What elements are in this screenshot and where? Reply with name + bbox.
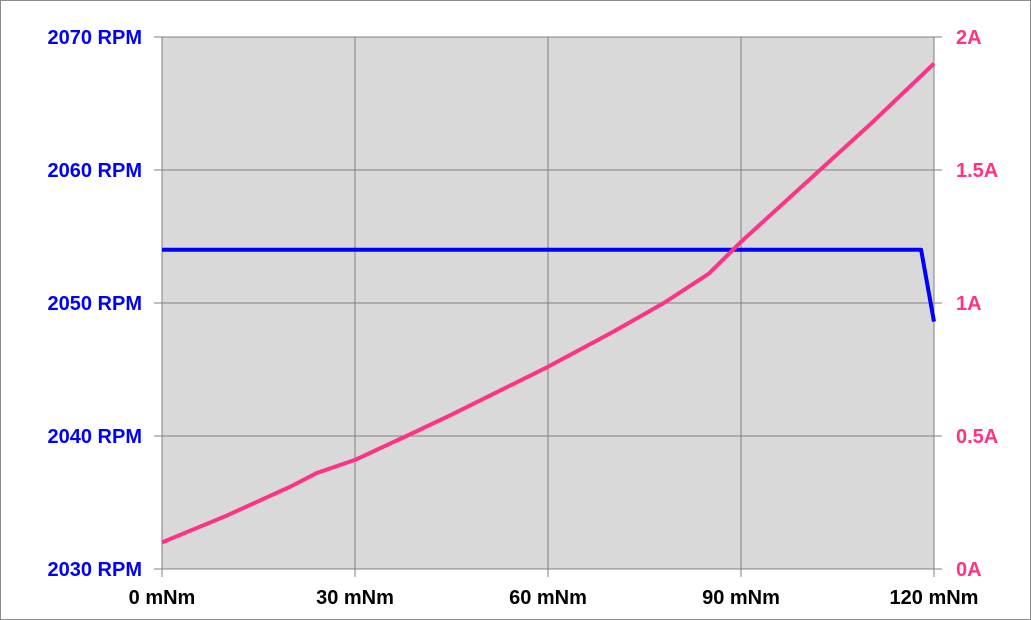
speed-series-line [162, 247, 936, 322]
y-tick-label: 2070 RPM [48, 27, 143, 49]
x-tick-label: 0 mNm [129, 587, 196, 609]
y2-tick-label: 2A [956, 27, 982, 49]
y-tick-label: 2060 RPM [48, 160, 143, 182]
y2-tick-label: 1A [956, 293, 982, 315]
x-tick-label: 30 mNm [316, 587, 394, 609]
x-tick-label: 60 mNm [509, 587, 587, 609]
y2-tick-label: 0A [956, 559, 982, 581]
x-tick-label: 90 mNm [702, 587, 780, 609]
current-series-line [161, 62, 936, 545]
y-tick-label: 2030 RPM [48, 559, 143, 581]
y-tick-label: 2050 RPM [48, 293, 143, 315]
x-tick-label: 120 mNm [890, 587, 979, 609]
y2-tick-label: 1.5A [956, 160, 998, 182]
y2-tick-label: 0.5A [956, 426, 998, 448]
y-tick-label: 2040 RPM [48, 426, 143, 448]
